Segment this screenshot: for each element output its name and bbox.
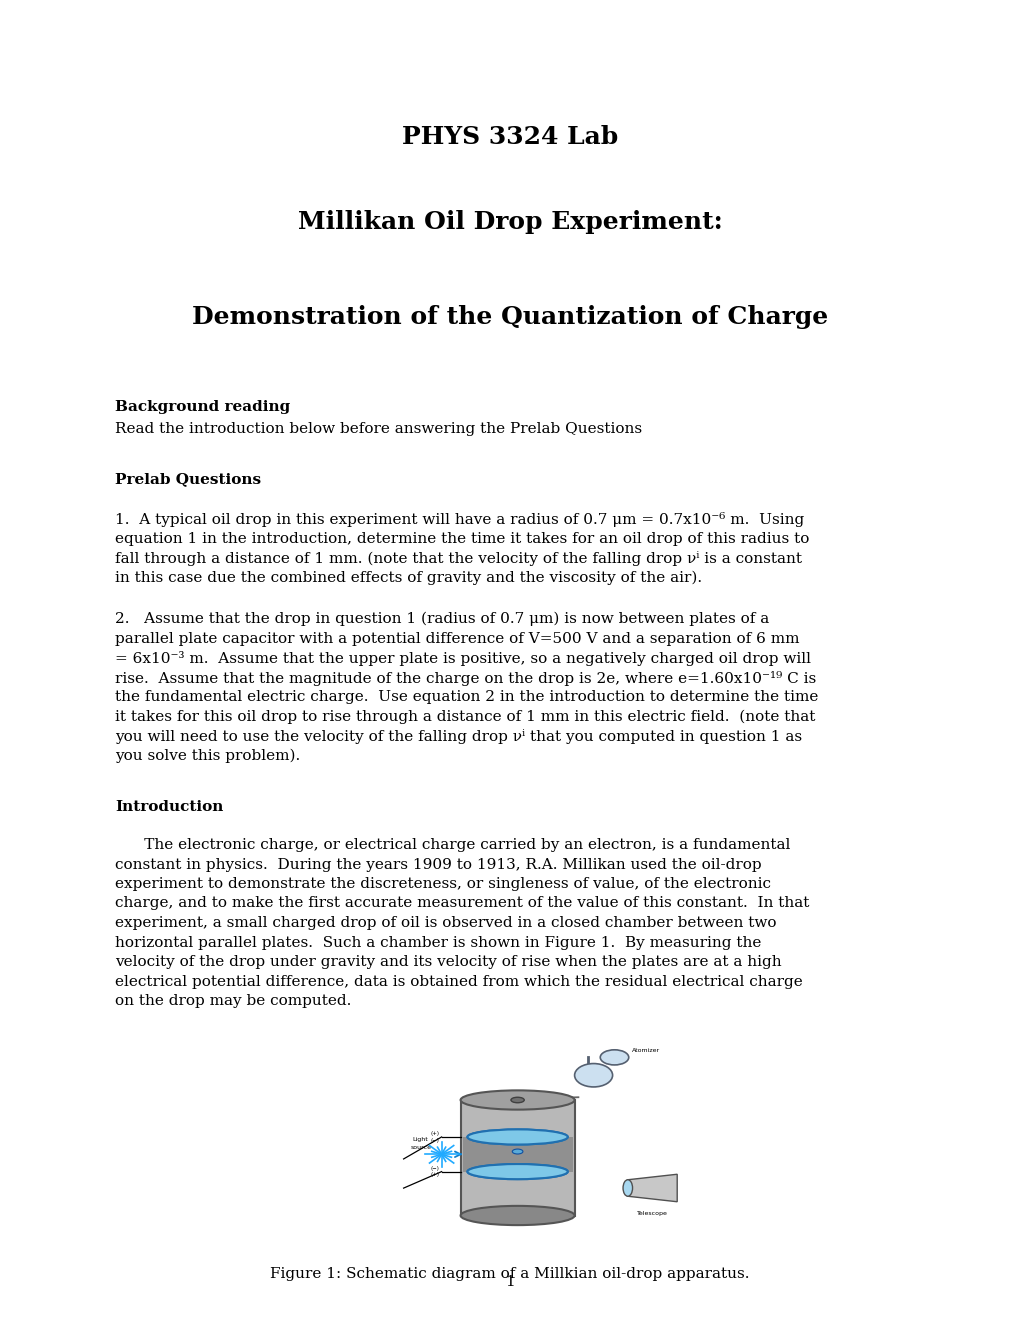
Text: Read the introduction below before answering the Prelab Questions: Read the introduction below before answe… <box>115 422 642 436</box>
Text: charge, and to make the first accurate measurement of the value of this constant: charge, and to make the first accurate m… <box>115 896 809 911</box>
Text: 1.  A typical oil drop in this experiment will have a radius of 0.7 μm = 0.7x10⁻: 1. A typical oil drop in this experiment… <box>115 512 803 527</box>
Text: velocity of the drop under gravity and its velocity of rise when the plates are : velocity of the drop under gravity and i… <box>115 954 781 969</box>
Text: Background reading: Background reading <box>115 400 290 414</box>
Polygon shape <box>462 1137 572 1172</box>
Ellipse shape <box>511 1097 524 1102</box>
Ellipse shape <box>461 1090 574 1110</box>
Text: the fundamental electric charge.  Use equation 2 in the introduction to determin: the fundamental electric charge. Use equ… <box>115 690 817 704</box>
Text: horizontal parallel plates.  Such a chamber is shown in Figure 1.  By measuring : horizontal parallel plates. Such a chamb… <box>115 936 760 949</box>
Ellipse shape <box>467 1130 568 1144</box>
Text: you solve this problem).: you solve this problem). <box>115 748 300 763</box>
Polygon shape <box>627 1175 677 1201</box>
Ellipse shape <box>461 1206 574 1225</box>
Ellipse shape <box>467 1130 568 1144</box>
Text: (−): (−) <box>430 1138 439 1143</box>
Text: rise.  Assume that the magnitude of the charge on the drop is 2e, where e=1.60x1: rise. Assume that the magnitude of the c… <box>115 671 815 685</box>
Text: experiment, a small charged drop of oil is observed in a closed chamber between : experiment, a small charged drop of oil … <box>115 916 775 931</box>
Text: = 6x10⁻³ m.  Assume that the upper plate is positive, so a negatively charged oi: = 6x10⁻³ m. Assume that the upper plate … <box>115 651 810 667</box>
Polygon shape <box>461 1100 574 1216</box>
Text: parallel plate capacitor with a potential difference of V=500 V and a separation: parallel plate capacitor with a potentia… <box>115 631 799 645</box>
Text: Telescope: Telescope <box>637 1212 667 1216</box>
Text: (+): (+) <box>430 1131 439 1137</box>
Text: on the drop may be computed.: on the drop may be computed. <box>115 994 351 1008</box>
Text: PHYS 3324 Lab: PHYS 3324 Lab <box>401 125 618 149</box>
Text: electrical potential difference, data is obtained from which the residual electr: electrical potential difference, data is… <box>115 974 802 989</box>
Ellipse shape <box>512 1150 523 1154</box>
Text: experiment to demonstrate the discreteness, or singleness of value, of the elect: experiment to demonstrate the discretene… <box>115 876 770 891</box>
Text: 2.   Assume that the drop in question 1 (radius of 0.7 μm) is now between plates: 2. Assume that the drop in question 1 (r… <box>115 612 768 627</box>
Ellipse shape <box>574 1064 612 1086</box>
Text: Light: Light <box>413 1137 428 1142</box>
Text: Introduction: Introduction <box>115 800 223 814</box>
Ellipse shape <box>623 1180 632 1196</box>
Text: constant in physics.  During the years 1909 to 1913, R.A. Millikan used the oil-: constant in physics. During the years 19… <box>115 858 761 871</box>
Text: fall through a distance of 1 mm. (note that the velocity of the falling drop νⁱ : fall through a distance of 1 mm. (note t… <box>115 550 801 566</box>
Text: 1: 1 <box>504 1275 515 1290</box>
Text: in this case due the combined effects of gravity and the viscosity of the air).: in this case due the combined effects of… <box>115 570 701 585</box>
Text: (+): (+) <box>430 1172 439 1177</box>
Text: Demonstration of the Quantization of Charge: Demonstration of the Quantization of Cha… <box>192 305 827 329</box>
Text: Atomizer: Atomizer <box>631 1048 659 1053</box>
Text: Millikan Oil Drop Experiment:: Millikan Oil Drop Experiment: <box>298 210 721 234</box>
Text: (−): (−) <box>430 1166 439 1171</box>
Ellipse shape <box>467 1164 568 1179</box>
Text: Figure 1: Schematic diagram of a Millkian oil-drop apparatus.: Figure 1: Schematic diagram of a Millkia… <box>270 1266 749 1280</box>
Text: it takes for this oil drop to rise through a distance of 1 mm in this electric f: it takes for this oil drop to rise throu… <box>115 710 814 723</box>
Ellipse shape <box>599 1049 628 1065</box>
Text: The electronic charge, or electrical charge carried by an electron, is a fundame: The electronic charge, or electrical cha… <box>115 838 790 851</box>
Ellipse shape <box>467 1164 568 1179</box>
Text: source: source <box>410 1146 431 1150</box>
Text: equation 1 in the introduction, determine the time it takes for an oil drop of t: equation 1 in the introduction, determin… <box>115 532 809 545</box>
Text: Prelab Questions: Prelab Questions <box>115 473 261 486</box>
Text: you will need to use the velocity of the falling drop νⁱ that you computed in qu: you will need to use the velocity of the… <box>115 729 801 744</box>
